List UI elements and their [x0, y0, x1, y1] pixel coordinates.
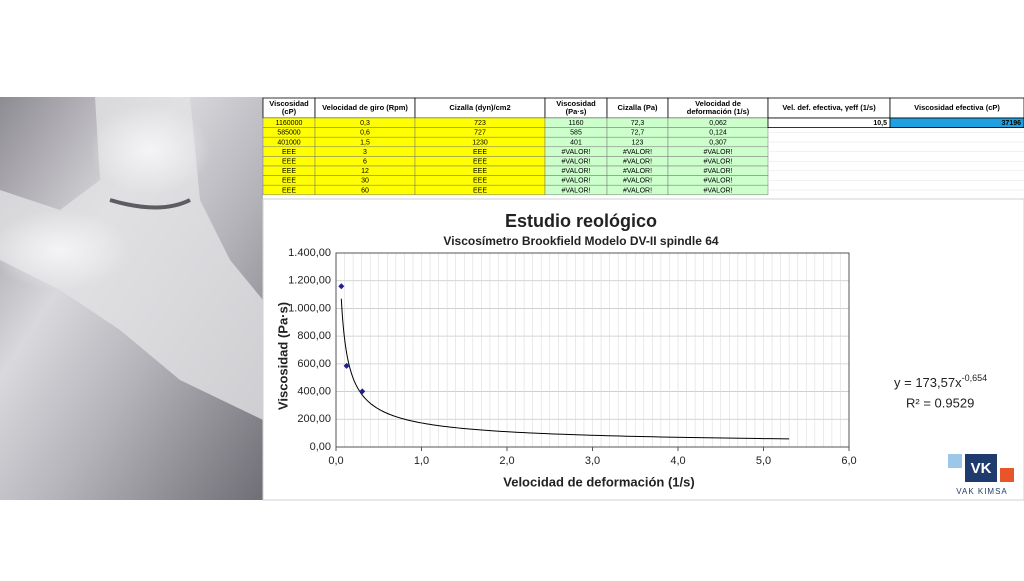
y-tick-label: 600,00: [297, 358, 331, 370]
data-point: [343, 362, 350, 369]
r-squared: R² = 0.9529: [906, 395, 974, 410]
logo-mark: VK: [971, 460, 992, 477]
logo-name: VAK KIMSA: [956, 487, 1008, 496]
plot-border: [335, 252, 850, 448]
cell-text: #VALOR!: [561, 187, 590, 194]
cell-text: 723: [474, 120, 486, 127]
trendline: [340, 298, 790, 440]
cell-text: EEE: [282, 159, 296, 166]
trend-equation: y = 173,57x-0,654: [894, 373, 987, 390]
cell-text: 72,7: [631, 130, 645, 137]
x-tick-label: 2,0: [499, 455, 514, 467]
header-text: Vel. def. efectiva, γeff (1/s): [782, 103, 876, 112]
cell-text: 1160000: [276, 120, 303, 127]
cell-text: 0,6: [360, 130, 370, 137]
cell-text: 727: [474, 130, 486, 137]
cell-text: EEE: [282, 178, 296, 185]
cell-text: #VALOR!: [623, 187, 652, 194]
cell-text: 37196: [1002, 120, 1022, 127]
cell-text: EEE: [282, 187, 296, 194]
y-tick-label: 1.000,00: [288, 302, 331, 314]
cell-text: 1160: [568, 120, 583, 127]
cell: [889, 117, 1024, 129]
x-tick-label: 4,0: [670, 455, 685, 467]
header-text: Cizalla (dyn)/cm2: [449, 103, 510, 112]
header-text: Velocidad de giro (Rpm): [322, 103, 408, 112]
cell-text: 30: [361, 178, 369, 185]
cell-text: 72,3: [631, 120, 645, 127]
photo: [0, 97, 263, 500]
logo: VK VAK KIMSA: [948, 454, 1014, 496]
cell-text: #VALOR!: [703, 149, 732, 156]
cell-text: #VALOR!: [561, 178, 590, 185]
cell-text: #VALOR!: [703, 159, 732, 166]
cell-text: #VALOR!: [703, 187, 732, 194]
cell-text: EEE: [473, 178, 487, 185]
cell: [767, 117, 891, 129]
cell-text: 401: [570, 139, 582, 146]
equation-exponent: -0,654: [962, 373, 988, 383]
cell-text: 6: [363, 159, 367, 166]
cell-text: 3: [363, 149, 367, 156]
cell-text: #VALOR!: [703, 178, 732, 185]
cell-text: #VALOR!: [561, 149, 590, 156]
chart-title: Estudio reológico: [505, 211, 657, 231]
header-text: Cizalla (Pa): [617, 103, 658, 112]
cell-text: 585: [570, 130, 582, 137]
y-tick-label: 1.200,00: [288, 275, 331, 287]
cell-text: 0,3: [360, 120, 370, 127]
cell-text: EEE: [282, 149, 296, 156]
cell-text: #VALOR!: [623, 178, 652, 185]
cell-text: #VALOR!: [623, 159, 652, 166]
x-tick-label: 6,0: [841, 455, 856, 467]
cell-text: 60: [361, 187, 369, 194]
cell-text: 585000: [277, 130, 300, 137]
x-axis-label: Velocidad de deformación (1/s): [503, 474, 694, 489]
y-tick-label: 0,00: [310, 441, 331, 453]
cell-text: #VALOR!: [623, 168, 652, 175]
y-axis-label: Viscosidad (Pa·s): [275, 302, 290, 410]
cell-text: EEE: [473, 159, 487, 166]
header-text: Viscosidad efectiva (cP): [914, 103, 1000, 112]
chart-subtitle: Viscosímetro Brookfield Modelo DV-II spi…: [443, 234, 719, 248]
cell-text: 401000: [277, 139, 300, 146]
cell-text: EEE: [473, 187, 487, 194]
y-tick-label: 1.400,00: [288, 247, 331, 259]
cell-text: EEE: [473, 149, 487, 156]
header-text: Velocidad de deformación (1/s): [687, 99, 750, 116]
data-point: [338, 283, 345, 290]
equation: y = 173,57x: [894, 375, 962, 390]
y-tick-label: 800,00: [297, 330, 331, 342]
cell-text: #VALOR!: [623, 149, 652, 156]
spreadsheet: Viscosidad (cP) Velocidad de giro (Rpm) Ciz…: [262, 97, 1024, 196]
y-tick-label: 200,00: [297, 413, 331, 425]
header-text: Viscosidad (cP): [269, 99, 309, 116]
cell-text: 0,062: [709, 120, 727, 127]
cell-text: EEE: [473, 168, 487, 175]
cell-text: 0,124: [709, 130, 727, 137]
x-tick-label: 5,0: [756, 455, 771, 467]
cell-text: #VALOR!: [561, 159, 590, 166]
cell-text: 12: [361, 168, 369, 175]
cell-text: #VALOR!: [561, 168, 590, 175]
cell-text: 0,307: [709, 139, 727, 146]
x-tick-label: 3,0: [585, 455, 600, 467]
cell-text: 123: [632, 139, 644, 146]
x-tick-label: 1,0: [414, 455, 429, 467]
cell-text: EEE: [282, 168, 296, 175]
cell-text: 10,5: [873, 120, 887, 127]
x-tick-label: 0,0: [328, 455, 343, 467]
cell-text: 1230: [472, 139, 488, 146]
cell-text: #VALOR!: [703, 168, 732, 175]
cell-text: 1,5: [360, 139, 370, 146]
header-text: Viscosidad (Pa·s): [556, 99, 596, 116]
y-tick-label: 400,00: [297, 385, 331, 397]
data-point: [359, 388, 366, 395]
